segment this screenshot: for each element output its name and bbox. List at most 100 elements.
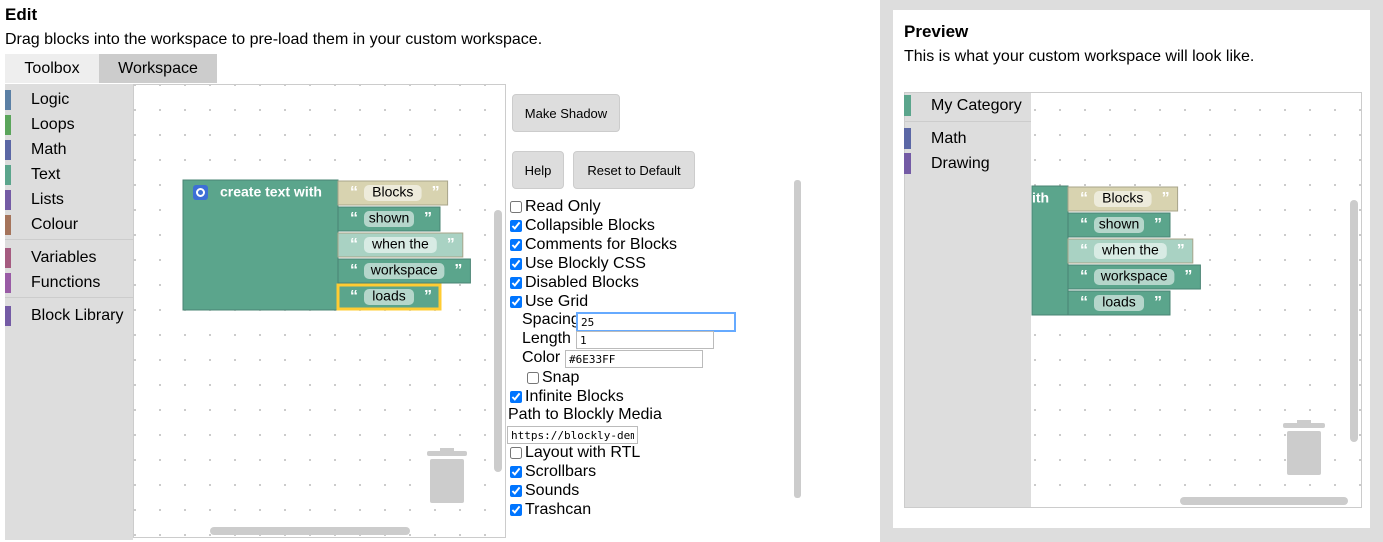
text-field[interactable]: [364, 185, 422, 201]
checkbox[interactable]: [510, 295, 522, 308]
text-field[interactable]: [1094, 191, 1152, 207]
category-color: [5, 248, 11, 268]
checkbox[interactable]: [510, 257, 522, 270]
option-label: Snap: [542, 368, 580, 386]
option-label: Scrollbars: [525, 462, 597, 480]
category[interactable]: Drawing: [931, 155, 990, 172]
quote: ”: [432, 184, 440, 201]
text-field[interactable]: [364, 237, 437, 253]
toolbox-panel: [5, 84, 133, 540]
block[interactable]: [182, 179, 339, 311]
checkbox[interactable]: [510, 219, 522, 232]
scrollbar[interactable]: [210, 527, 410, 535]
option-label: Use Grid: [525, 292, 589, 310]
tab[interactable]: Workspace: [99, 54, 217, 83]
category-color: [5, 306, 11, 326]
category[interactable]: My Category: [931, 97, 1022, 114]
description: This is what your custom workspace will …: [904, 48, 1255, 65]
category[interactable]: Functions: [31, 274, 101, 291]
text-field-value: Blocks: [372, 184, 413, 200]
checkbox-option[interactable]: Use Blockly CSS: [510, 254, 646, 273]
button[interactable]: Make Shadow: [512, 94, 620, 132]
text-field[interactable]: [364, 263, 445, 279]
checkbox-option[interactable]: Scrollbars: [510, 462, 596, 481]
category[interactable]: Loops: [31, 116, 75, 133]
checkbox[interactable]: [527, 371, 539, 384]
category[interactable]: Variables: [31, 249, 97, 266]
option-label: Layout with RTL: [525, 443, 641, 461]
category-color: [904, 153, 911, 174]
text-field[interactable]: [1094, 217, 1144, 233]
category-color: [5, 140, 11, 160]
text-field-value: Blocks: [1102, 190, 1143, 206]
text-field[interactable]: [1094, 243, 1167, 259]
checkbox[interactable]: [510, 503, 522, 516]
text-field[interactable]: [364, 289, 414, 305]
category[interactable]: Math: [31, 141, 67, 158]
checkbox-option[interactable]: Read Only: [510, 197, 601, 216]
scrollbar[interactable]: [1350, 200, 1358, 442]
trashcan[interactable]: [427, 448, 467, 503]
text-field[interactable]: [1094, 295, 1144, 311]
checkbox-option[interactable]: Collapsible Blocks: [510, 216, 655, 235]
checkbox-option[interactable]: Comments for Blocks: [510, 235, 677, 254]
field-label: Path to Blockly Media: [508, 406, 662, 423]
text-field-value: when the: [371, 236, 429, 252]
quote: “: [350, 262, 358, 279]
category[interactable]: Text: [31, 166, 61, 183]
checkbox[interactable]: [510, 465, 522, 478]
description: Drag blocks into the workspace to pre-lo…: [5, 31, 543, 48]
text-input[interactable]: [507, 426, 638, 444]
category[interactable]: Block Library: [31, 307, 124, 324]
checkbox[interactable]: [510, 276, 522, 289]
checkbox[interactable]: [510, 200, 522, 213]
text-input[interactable]: [565, 350, 703, 368]
checkbox-option[interactable]: Sounds: [510, 481, 579, 500]
text-field[interactable]: [1094, 269, 1175, 285]
checkbox[interactable]: [510, 390, 522, 403]
option-label: Disabled Blocks: [525, 273, 639, 291]
scrollbar[interactable]: [1180, 497, 1348, 505]
category[interactable]: Colour: [31, 216, 79, 233]
mutator-icon[interactable]: [193, 185, 208, 200]
text-field-value: workspace: [370, 262, 438, 278]
text-field-value: loads: [1102, 294, 1135, 310]
text-input[interactable]: [576, 312, 736, 332]
text-input[interactable]: [576, 331, 714, 349]
category[interactable]: Lists: [31, 191, 64, 208]
option-label: Read Only: [525, 197, 601, 215]
option-label: Sounds: [525, 481, 580, 499]
checkbox-option[interactable]: Layout with RTL: [510, 443, 640, 462]
checkbox[interactable]: [510, 238, 522, 251]
category-color: [5, 190, 11, 210]
text-field[interactable]: [364, 211, 414, 227]
category[interactable]: Logic: [31, 91, 70, 108]
category[interactable]: Math: [931, 130, 967, 147]
checkbox-option[interactable]: Use Grid: [510, 292, 588, 311]
block[interactable]: [1031, 185, 1069, 316]
block-label: ith: [1032, 190, 1049, 206]
trashcan[interactable]: [1283, 420, 1325, 475]
button[interactable]: Reset to Default: [573, 151, 695, 189]
quote: ”: [1162, 190, 1170, 207]
scrollbar[interactable]: [494, 210, 502, 472]
tab[interactable]: Toolbox: [5, 54, 99, 83]
quote: ”: [454, 262, 462, 279]
field-label: Length: [522, 330, 571, 347]
button[interactable]: Help: [512, 151, 564, 189]
checkbox-option[interactable]: Infinite Blocks: [510, 387, 624, 406]
block-label: create text with: [220, 184, 322, 200]
checkbox-option[interactable]: Snap: [527, 368, 579, 387]
checkbox[interactable]: [510, 484, 522, 497]
checkbox[interactable]: [510, 446, 522, 459]
option-label: Infinite Blocks: [525, 387, 624, 405]
category-color: [5, 115, 11, 135]
scrollbar[interactable]: [794, 180, 801, 498]
checkbox-option[interactable]: Disabled Blocks: [510, 273, 639, 292]
separator: [5, 239, 133, 240]
mutator-icon: [196, 188, 205, 197]
text-field-value: when the: [1101, 242, 1159, 258]
quote: ”: [1154, 216, 1162, 233]
checkbox-option[interactable]: Trashcan: [510, 500, 591, 519]
